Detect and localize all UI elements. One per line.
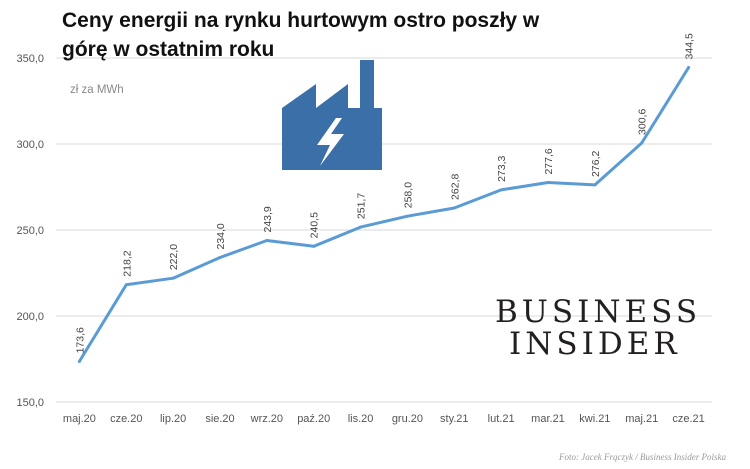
data-point xyxy=(359,225,363,229)
series-line xyxy=(77,65,691,363)
data-point xyxy=(312,244,316,248)
data-point xyxy=(593,183,597,187)
y-tick-label: 150,0 xyxy=(16,397,44,409)
x-tick-label: kwi.21 xyxy=(579,413,610,425)
data-point xyxy=(452,206,456,210)
chart-title: Ceny energii na rynku hurtowym ostro pos… xyxy=(62,9,540,61)
logo-line-2: INSIDER xyxy=(509,326,681,362)
data-point xyxy=(499,188,503,192)
unit-label: zł za MWh xyxy=(70,84,124,96)
x-axis: maj.20 cze.20 lip.20 sie.20 wrz.20 paź.20 lis.… xyxy=(63,413,705,425)
data-point xyxy=(218,256,222,260)
data-point xyxy=(405,214,409,218)
data-point xyxy=(640,141,644,145)
data-label: 173,6 xyxy=(74,327,86,353)
data-label: 300,6 xyxy=(637,109,649,135)
data-point xyxy=(265,238,269,242)
x-tick-label: sty.21 xyxy=(440,413,469,425)
x-tick-label: paź.20 xyxy=(297,413,330,425)
y-tick-label: 200,0 xyxy=(16,311,44,323)
data-label: 240,5 xyxy=(309,212,321,238)
x-tick-label: cze.20 xyxy=(110,413,142,425)
series-polyline xyxy=(77,66,691,363)
data-point xyxy=(77,359,81,363)
data-labels: 173,6 218,2 222,0 234,0 243,9 240,5 251,7 258,0… xyxy=(74,33,695,353)
data-label: 243,9 xyxy=(262,206,274,232)
data-label: 262,8 xyxy=(449,174,461,200)
data-label: 218,2 xyxy=(121,250,133,276)
y-axis: 150,0 200,0 250,0 300,0 350,0 xyxy=(16,53,44,409)
data-label: 276,2 xyxy=(590,150,602,176)
data-point xyxy=(171,276,175,280)
y-tick-label: 350,0 xyxy=(16,53,44,65)
logo-line-1: BUSINESS xyxy=(495,294,702,330)
x-tick-label: gru.20 xyxy=(392,413,423,425)
data-label: 251,7 xyxy=(356,193,368,219)
data-label: 277,6 xyxy=(543,148,555,174)
data-point xyxy=(687,65,691,69)
x-tick-label: maj.20 xyxy=(63,413,96,425)
business-insider-logo: BUSINESS INSIDER xyxy=(495,294,702,362)
data-label: 258,0 xyxy=(402,182,414,208)
data-point xyxy=(124,283,128,287)
data-label: 273,3 xyxy=(496,155,508,181)
y-tick-label: 250,0 xyxy=(16,225,44,237)
x-tick-label: wrz.20 xyxy=(250,413,283,425)
data-label: 344,5 xyxy=(684,33,696,59)
factory-lightning-icon xyxy=(282,60,382,170)
data-point xyxy=(546,181,550,185)
x-tick-label: lut.21 xyxy=(488,413,515,425)
x-tick-label: cze.21 xyxy=(672,413,704,425)
data-label: 222,0 xyxy=(168,244,180,270)
grid-lines xyxy=(56,57,712,403)
photo-credit: Foto: Jacek Frączyk / Business Insider P… xyxy=(559,452,726,462)
x-tick-label: sie.20 xyxy=(205,413,234,425)
y-tick-label: 300,0 xyxy=(16,139,44,151)
x-tick-label: mar.21 xyxy=(531,413,565,425)
x-tick-label: lip.20 xyxy=(160,413,186,425)
x-tick-label: lis.20 xyxy=(348,413,374,425)
data-label: 234,0 xyxy=(215,223,227,249)
x-tick-label: maj.21 xyxy=(625,413,658,425)
